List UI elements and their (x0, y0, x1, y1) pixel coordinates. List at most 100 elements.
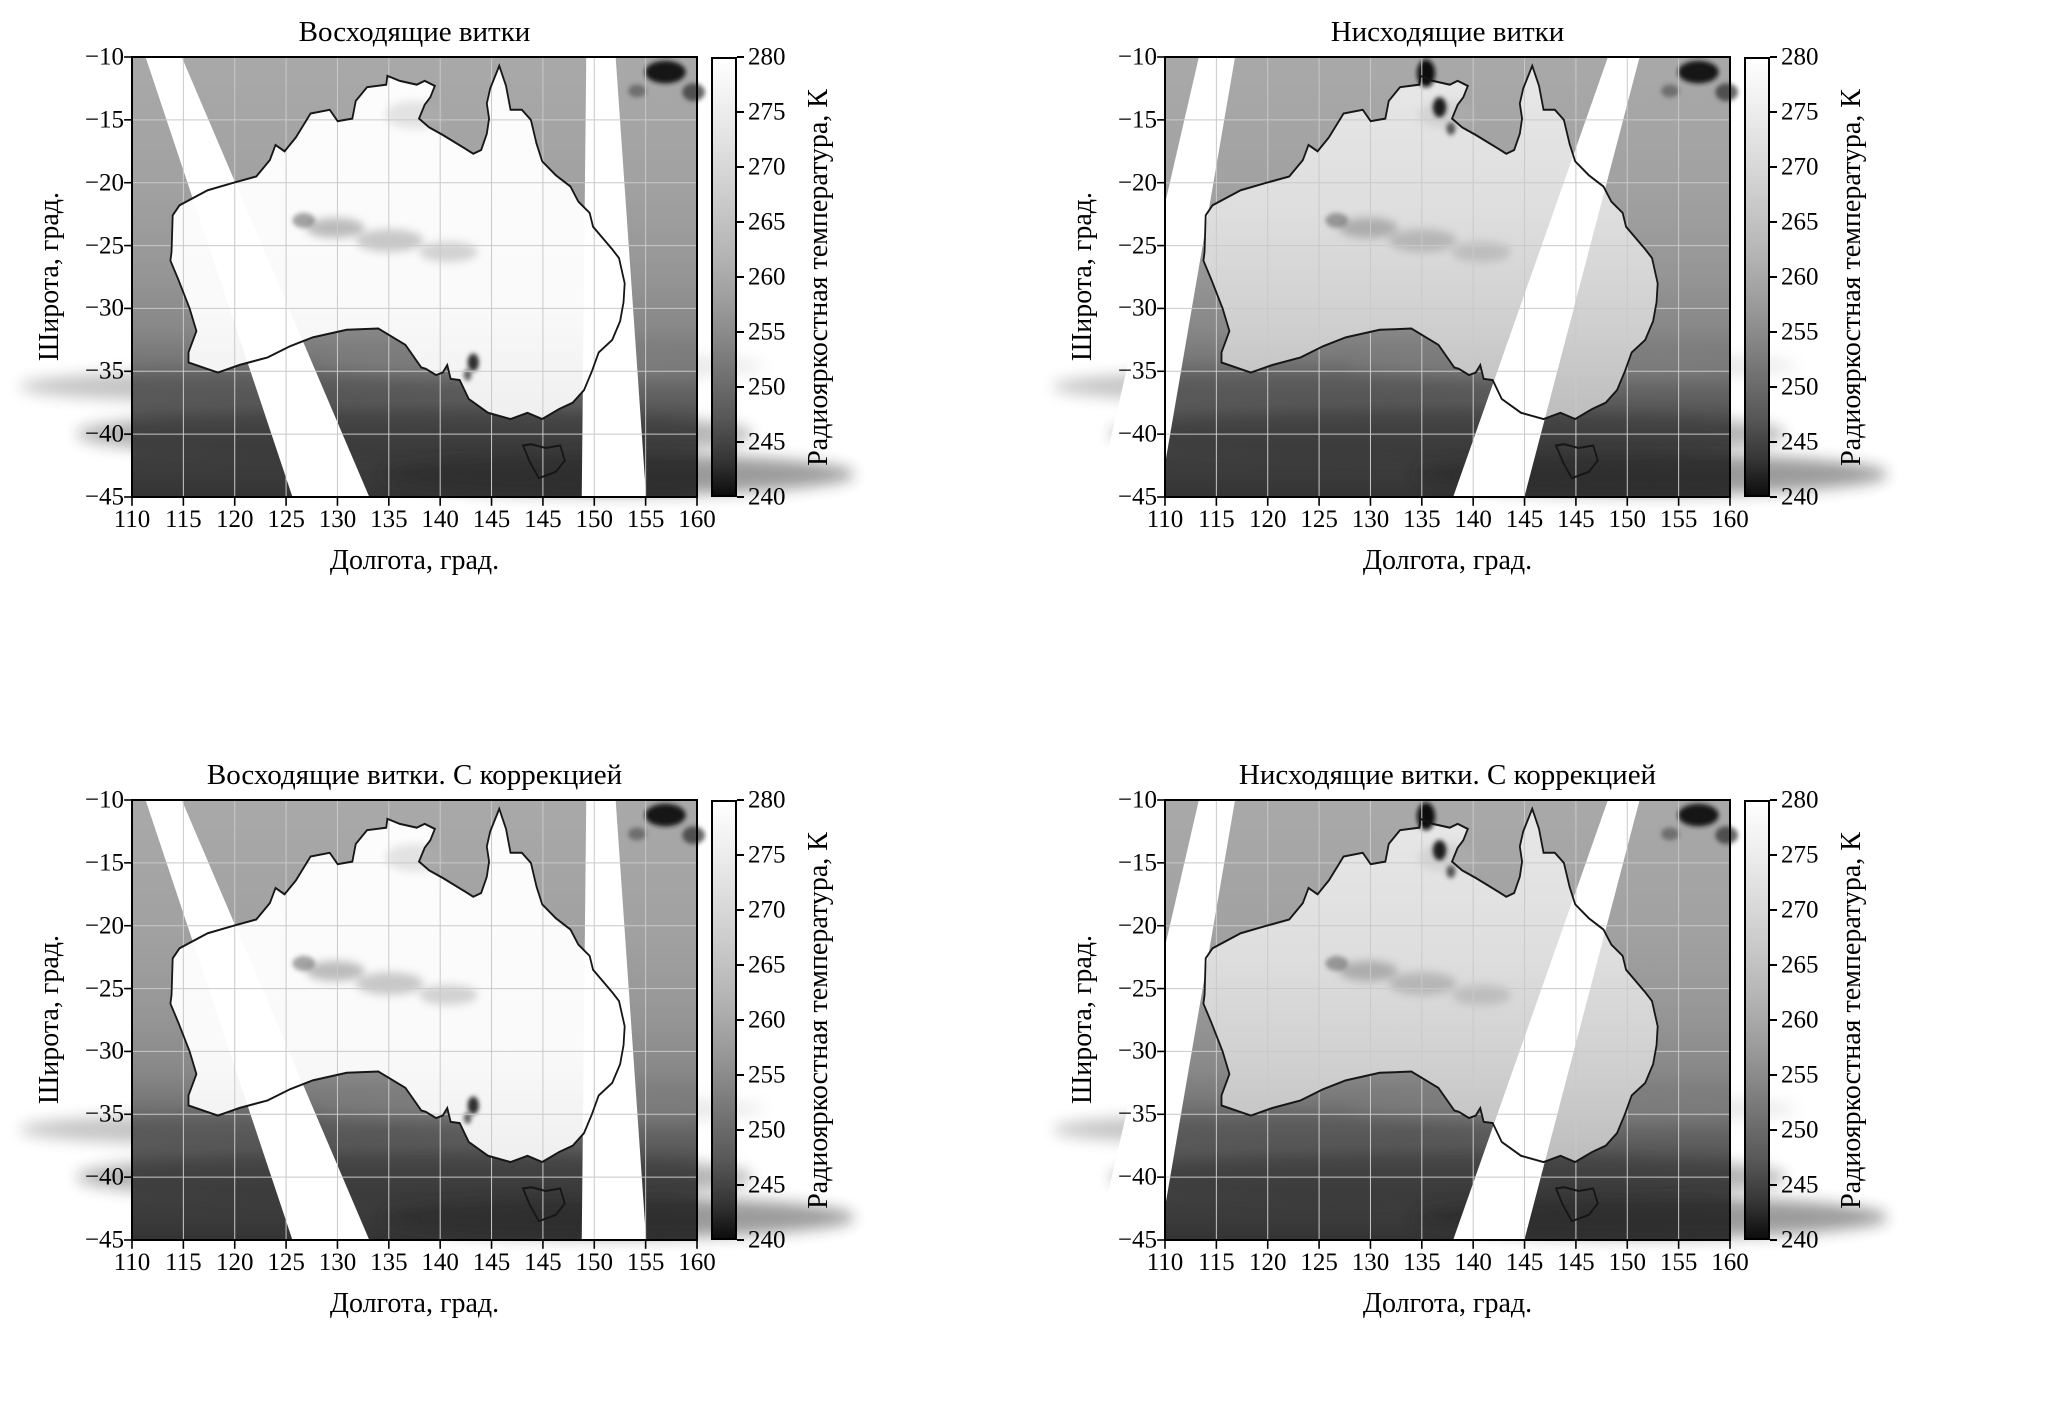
northeast-dark-patch (628, 60, 705, 101)
y-tick-label: −10 (1117, 43, 1157, 71)
panel-title: Нисходящие витки. С коррекцией (1238, 759, 1657, 791)
x-tick-label: 140 (1454, 1249, 1492, 1276)
colorbar-tick-mark (737, 909, 744, 911)
colorbar-tick-mark (737, 386, 744, 388)
x-tick-label: 130 (318, 1249, 357, 1276)
swath-gaps-descending (1097, 800, 1640, 1240)
swath-gap (145, 800, 370, 1240)
y-tick-label: −30 (84, 294, 124, 322)
cloud-smudge (385, 844, 444, 872)
colorbar-tick-mark (737, 111, 744, 113)
colorbar-tick-label: 245 (748, 428, 786, 456)
axis-tick-marks (124, 800, 697, 1249)
colorbar-tick-label: 275 (748, 841, 786, 869)
x-tick-label: 120 (1248, 1249, 1287, 1276)
y-tick-label: −30 (1117, 294, 1157, 322)
cloud-smudge (1418, 101, 1477, 129)
colorbar-tick-mark (1770, 1184, 1777, 1186)
x-tick-labels: 110 115 120 125 130 135 140 145 145 150 155 160 (114, 506, 716, 541)
colorbar-tick-mark (737, 1239, 744, 1241)
colorbar-tick-mark (737, 221, 744, 223)
x-tick-label: 140 (421, 506, 459, 533)
x-tick-label: 145 (524, 506, 562, 533)
colorbar-tick-mark (1770, 964, 1777, 966)
x-tick-label: 125 (1300, 506, 1338, 533)
x-tick-label: 110 (113, 1249, 151, 1276)
y-tick-label: −20 (1117, 169, 1157, 197)
y-tick-label: −35 (84, 357, 124, 385)
x-tick-label: 115 (165, 1249, 202, 1276)
colorbar-tick-mark (737, 1074, 744, 1076)
x-tick-label: 145 (1557, 506, 1595, 533)
panel-title: Нисходящие витки (1330, 16, 1565, 48)
cloud-smudge (1452, 984, 1511, 1005)
colorbar-tick-mark (737, 56, 744, 58)
y-tick-label: −45 (1117, 1226, 1157, 1254)
colorbar-tick-label: 255 (748, 318, 786, 346)
y-tick-label: −30 (84, 1037, 124, 1065)
x-tick-label: 150 (575, 1249, 614, 1276)
x-tick-label: 140 (421, 1249, 459, 1276)
x-axis-label: Долгота, град. (132, 1288, 697, 1320)
northeast-dark-patch (1661, 60, 1738, 101)
swath-gap (581, 57, 647, 497)
colorbar (1744, 800, 1770, 1240)
panel-descending-corrected: Нисходящие витки. С коррекцией Широта, г… (1033, 713, 2067, 1426)
colorbar-tick-label: 250 (1781, 1116, 1819, 1144)
gridlines (132, 57, 697, 497)
colorbar (711, 800, 737, 1240)
plot-column: 110 115 120 125 130 135 140 145 145 150 155 160 (1052, 800, 1889, 1284)
colorbar-tick-label: 260 (1781, 1006, 1819, 1034)
cloud-smudge (292, 212, 316, 228)
land-cloud-band (1325, 844, 1511, 1005)
x-axis-label-text: Долгота, град. (1362, 545, 1533, 576)
cloud-smudge (1418, 844, 1477, 872)
dark-patch (645, 803, 686, 827)
ascending-dark-spots (463, 1096, 479, 1124)
colorbar-tick-mark (1770, 441, 1777, 443)
y-tick-label: −15 (1117, 849, 1157, 877)
land-cloud-band (1325, 101, 1511, 262)
colorbar-tick-mark (1770, 799, 1777, 801)
cloud-smudge (306, 217, 365, 239)
colorbar-tick-label: 280 (1781, 43, 1819, 71)
gridlines (1165, 800, 1730, 1240)
y-tick-label: −40 (84, 1163, 124, 1191)
colorbar-tick-mark (737, 166, 744, 168)
plot-frame (132, 57, 697, 497)
x-tick-label: 120 (215, 1249, 254, 1276)
colorbar-tick-mark (737, 1019, 744, 1021)
x-axis-label: Долгота, град. (1165, 1288, 1730, 1320)
colorbar-tick-label: 240 (1781, 1226, 1819, 1254)
colorbar-tick-labels: 280 275 270 265 260 255 250 245 240 (737, 788, 803, 1253)
y-axis-label: Широта, град. (1063, 800, 1103, 1240)
y-tick-label: −25 (84, 975, 124, 1003)
colorbar-column: 280 275 270 265 260 255 250 245 240 Радиояркостн… (1744, 788, 1868, 1253)
colorbar-tick-mark (1770, 331, 1777, 333)
y-tick-label: −20 (1117, 912, 1157, 940)
cloud-smudge (1339, 217, 1398, 239)
x-tick-label: 120 (1248, 506, 1287, 533)
colorbar-tick-label: 275 (748, 98, 786, 126)
colorbar-label: Радиояркостная температура, К (1836, 57, 1868, 497)
colorbar-tick-mark (1770, 386, 1777, 388)
gridlines (132, 800, 697, 1240)
y-tick-labels: −10 −15 −20 −25 −30 −35 −40 −45 (70, 45, 132, 510)
plot-row: Широта, град. −10 −15 −20 −25 −30 −35 −40 −45 (1052, 788, 2067, 1284)
plot-column: 110 115 120 125 130 135 140 145 145 150 155 160 (19, 800, 856, 1284)
cloud-smudge (1452, 241, 1511, 262)
swath-gaps-ascending (145, 800, 647, 1240)
dark-spot (1446, 865, 1456, 878)
y-tick-label: −10 (84, 43, 124, 71)
colorbar-tick-mark (737, 964, 744, 966)
x-tick-label: 150 (1608, 1249, 1647, 1276)
x-tick-label: 150 (1608, 506, 1647, 533)
x-tick-label: 110 (1146, 506, 1184, 533)
swath-gap (1453, 800, 1640, 1240)
colorbar-tick-mark (737, 1129, 744, 1131)
northeast-dark-patch (1661, 803, 1738, 844)
x-tick-label: 145 (472, 506, 511, 533)
cloud-smudge (1388, 229, 1457, 252)
colorbar-tick-label: 240 (748, 483, 786, 511)
y-axis-label: Широта, град. (30, 57, 70, 497)
